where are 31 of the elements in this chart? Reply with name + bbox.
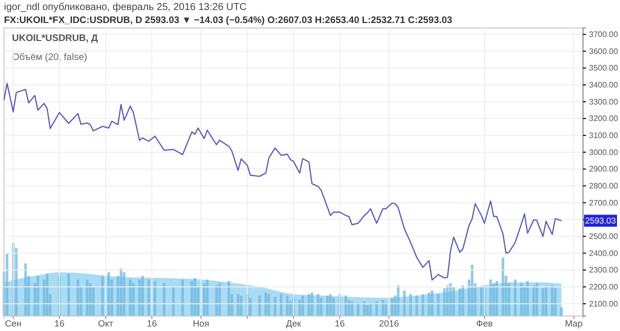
x-tick-label: 16 xyxy=(54,318,64,328)
y-tick-label: 2700.00 xyxy=(589,198,618,208)
x-tick-label: Фев xyxy=(476,318,493,328)
y-tick-label: 3000.00 xyxy=(589,148,618,157)
y-tick-label: 3600.00 xyxy=(589,46,618,56)
y-tick-label: 3100.00 xyxy=(589,130,618,140)
x-tick-label: 16 xyxy=(334,318,345,328)
y-tick-label: 3300.00 xyxy=(589,97,618,106)
annotation: UKOIL*USDRUB, Д xyxy=(12,33,98,44)
y-tick-label: 2200.00 xyxy=(589,282,618,292)
chart-subtitle: FX:UKOIL*FX_IDC:USDRUB, D 2593.03 ▼ −14.03 (−0.54%) O:2607.03 H:2653.40 L:2532.71 C:2593.03 xyxy=(4,15,452,26)
x-tick-label: Дек xyxy=(286,318,302,328)
chart-title: igor_ndl опубликовано, февраль 25, 2016 13:26 UTC xyxy=(4,2,247,13)
x-tick-label: 2016 xyxy=(378,318,399,328)
y-tick-label: 3500.00 xyxy=(589,64,618,73)
x-tick-label: Окт xyxy=(98,318,114,328)
y-tick-label: 2500.00 xyxy=(589,232,618,241)
y-tick-label: 3400.00 xyxy=(589,80,618,90)
y-tick-label: 2100.00 xyxy=(589,299,618,308)
y-tick-label: 3700.00 xyxy=(589,30,618,39)
y-tick-label: 2900.00 xyxy=(589,164,618,174)
y-tick-label: 3200.00 xyxy=(589,114,618,124)
annotation: 2593.03 xyxy=(585,216,616,226)
x-tick-label: Ноя xyxy=(192,318,210,328)
x-tick-label: Мар xyxy=(564,318,583,328)
y-tick-label: 2400.00 xyxy=(589,248,618,258)
x-tick-label: Сен xyxy=(4,318,22,328)
y-tick-label: 2800.00 xyxy=(589,181,618,190)
chart-title: Объём (20, false) xyxy=(12,52,88,63)
y-tick-label: 2300.00 xyxy=(589,266,618,275)
x-tick-label: 16 xyxy=(146,318,157,328)
